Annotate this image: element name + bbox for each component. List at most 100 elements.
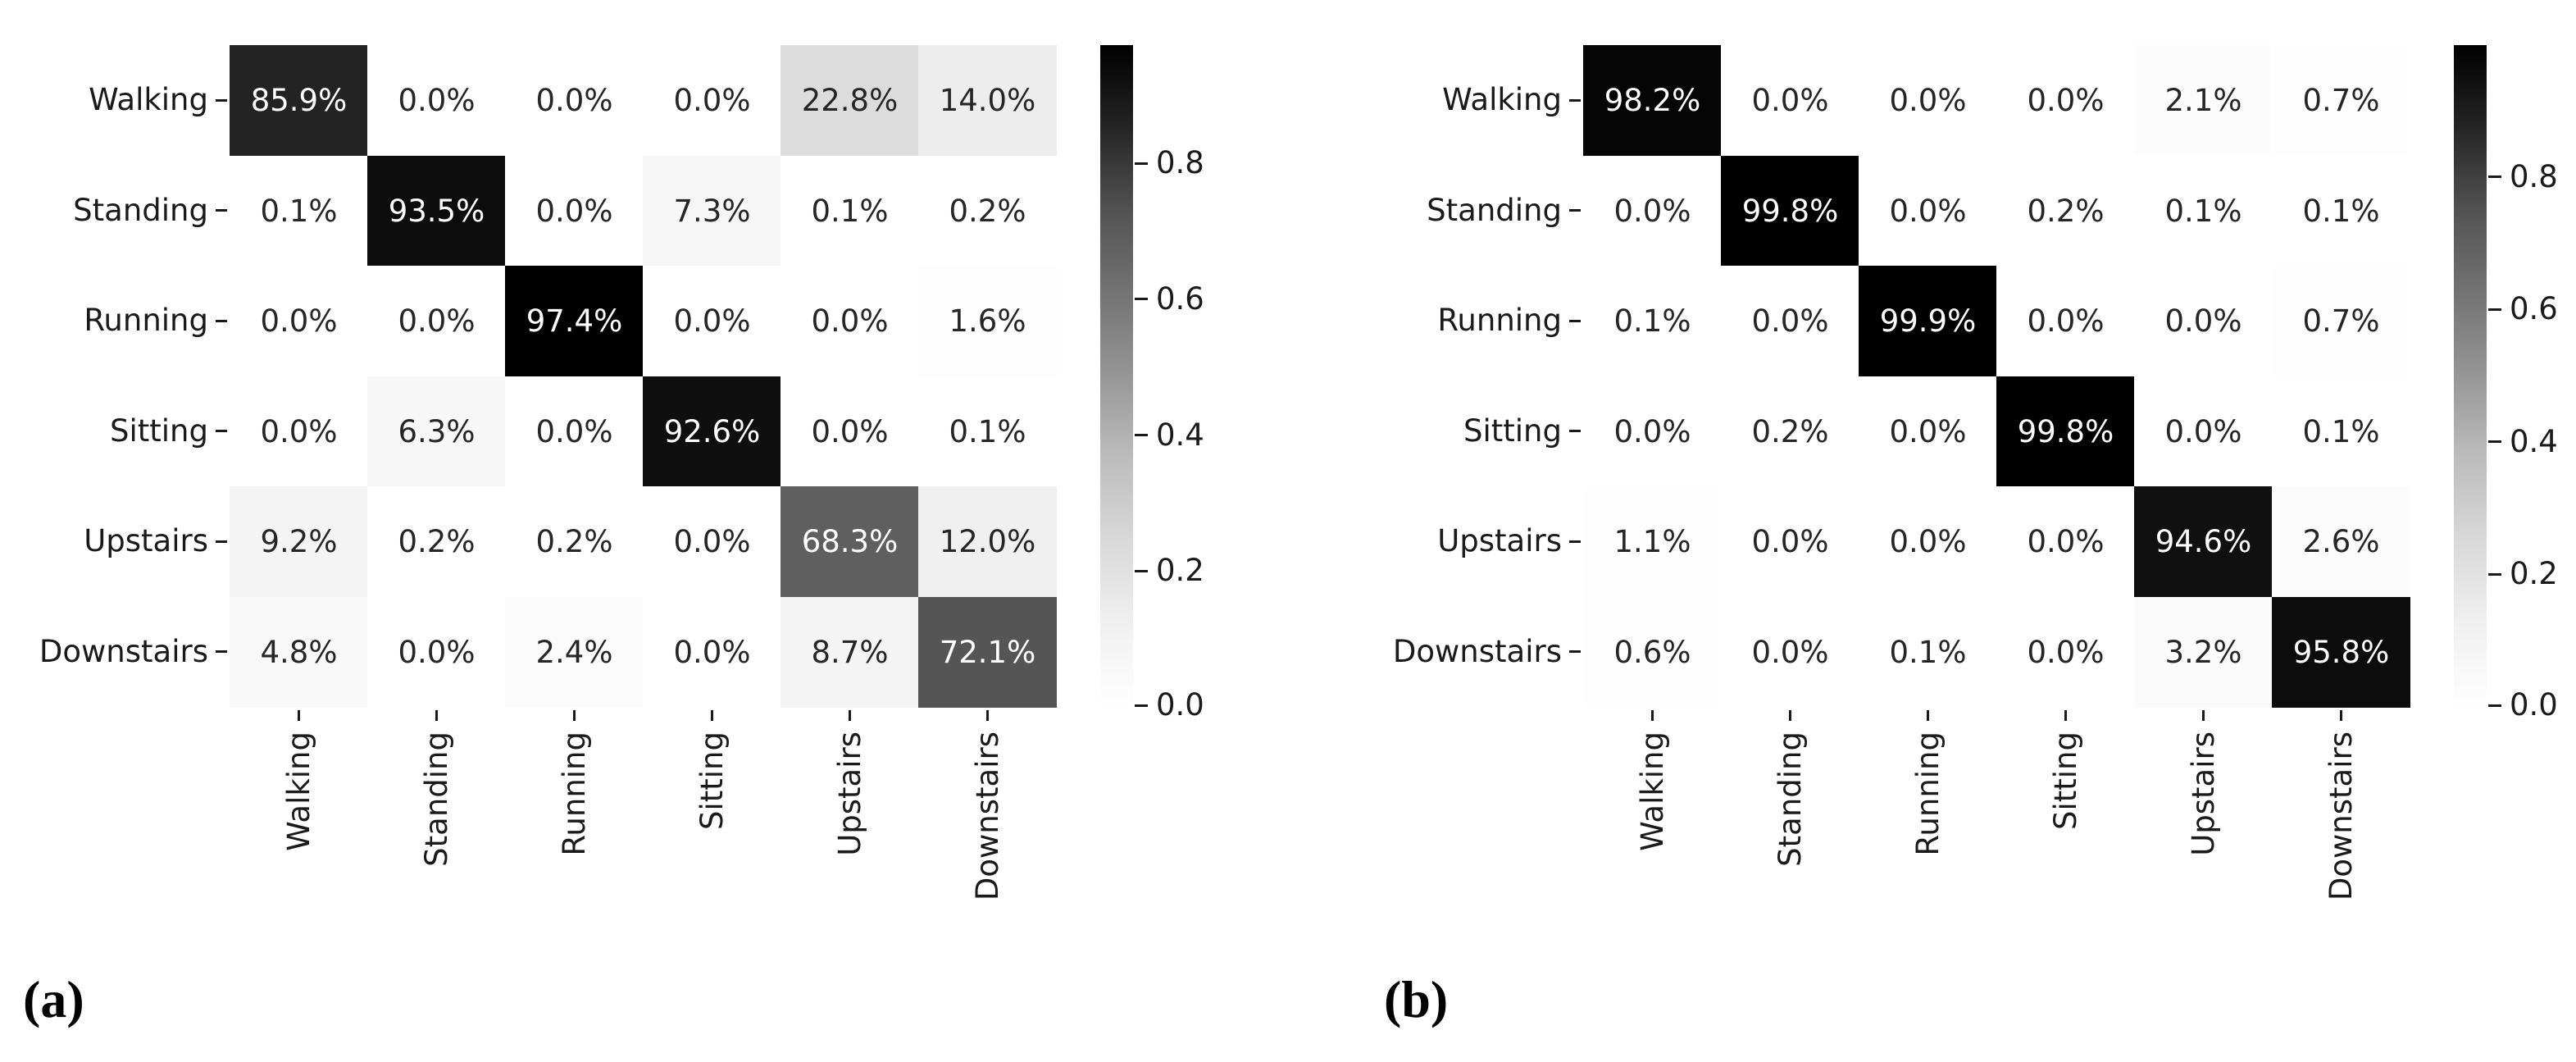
heatmap-cell: 1.6% [918,266,1057,377]
heatmap-cell: 0.0% [1996,596,2135,708]
x-tick-label: Upstairs [2185,732,2221,856]
colorbar [1100,45,1133,707]
y-tick-mark [216,319,227,322]
heatmap-cell: 0.1% [1859,596,1997,708]
heatmap-cell: 93.5% [367,155,506,267]
heatmap-cell: 0.6% [1583,596,1722,708]
heatmap-cell: 99.8% [1721,155,1859,267]
colorbar-tick-mark [1135,298,1148,301]
y-tick-label: Standing [73,192,208,228]
heatmap-cell: 0.1% [781,155,919,267]
panel-label-a: (a) [23,970,84,1028]
heatmap-cell: 95.8% [2272,596,2410,708]
heatmap-cell: 99.8% [1996,376,2135,487]
x-tick-label: Standing [1772,732,1808,867]
heatmap-cell: 0.7% [2272,266,2410,377]
y-tick-mark [216,430,227,433]
heatmap-cell: 0.0% [781,376,919,487]
heatmap-cell: 9.2% [230,486,368,598]
heatmap-cell: 0.1% [230,155,368,267]
x-tick-label: Walking [1634,732,1670,851]
heatmap-cell: 2.4% [505,596,644,708]
colorbar [2454,45,2487,707]
heatmap-cell: 0.0% [643,596,781,708]
x-tick-mark [1650,710,1654,721]
heatmap-cell: 0.0% [781,266,919,377]
heatmap-cell: 0.1% [1583,266,1722,377]
heatmap-cell: 7.3% [643,155,781,267]
x-tick-mark [848,710,851,721]
heatmap-cell: 92.6% [643,376,781,487]
y-tick-label: Walking [1442,82,1562,118]
colorbar-tick-label: 0.8 [2510,158,2558,194]
colorbar-tick-label: 0.4 [2510,423,2558,459]
colorbar-tick-mark [1135,569,1148,572]
heatmap-cell: 0.2% [918,155,1057,267]
colorbar-tick-label: 0.2 [2510,556,2558,592]
heatmap-cell: 0.1% [2134,155,2273,267]
y-tick-label: Running [1437,303,1562,339]
y-tick-label: Upstairs [1437,523,1562,559]
heatmap-cell: 0.0% [1583,155,1722,267]
colorbar-tick-label: 0.6 [1156,280,1204,317]
heatmap-cell: 0.0% [643,486,781,598]
colorbar-tick-mark [2488,440,2501,444]
heatmap-cell: 0.0% [367,596,506,708]
y-tick-label: Standing [1427,192,1562,228]
colorbar-tick-label: 0.0 [2510,687,2558,722]
y-tick-mark [216,98,227,102]
x-tick-mark [710,710,713,721]
x-tick-label: Running [1909,732,1946,856]
y-tick-mark [216,540,227,543]
heatmap-cell: 0.0% [1859,155,1997,267]
heatmap-cell: 0.0% [230,266,368,377]
x-tick-label: Sitting [2047,732,2083,830]
y-tick-mark [1569,650,1581,654]
y-tick-label: Sitting [110,412,208,449]
heatmap-cell: 0.0% [2134,376,2273,487]
heatmap-cell: 99.9% [1859,266,1997,377]
heatmap-cell: 0.2% [367,486,506,598]
heatmap-cell: 72.1% [918,596,1057,708]
x-tick-mark [2201,710,2205,721]
heatmap-cell: 0.2% [1996,155,2135,267]
heatmap-cell: 0.2% [505,486,644,598]
y-tick-mark [216,650,227,654]
heatmap-cell: 0.0% [1996,486,2135,598]
heatmap-cell: 0.0% [643,45,781,157]
heatmap-cell: 0.0% [505,155,644,267]
heatmap-cell: 0.7% [2272,45,2410,157]
heatmap-cell: 0.0% [1859,486,1997,598]
x-tick-label: Downstairs [2323,732,2359,901]
panel-label-b: (b) [1384,970,1449,1028]
heatmap-cell: 2.1% [2134,45,2273,157]
y-tick-mark [216,209,227,212]
heatmap-cell: 14.0% [918,45,1057,157]
x-tick-mark [297,710,300,721]
x-tick-mark [2339,710,2342,721]
heatmap-cell: 98.2% [1583,45,1722,157]
heatmap-cell: 97.4% [505,266,644,377]
y-tick-label: Sitting [1463,412,1562,449]
colorbar-tick-mark [1135,704,1148,707]
heatmap-cell: 0.0% [643,266,781,377]
x-tick-mark [435,710,438,721]
heatmap-cell: 0.0% [1721,45,1859,157]
heatmap-cell: 6.3% [367,376,506,487]
colorbar-tick-label: 0.2 [1156,553,1204,589]
heatmap-cell: 4.8% [230,596,368,708]
y-tick-label: Walking [89,82,208,118]
heatmap-cell: 0.0% [505,45,644,157]
heatmap-cell: 0.0% [1721,486,1859,598]
y-tick-label: Running [84,303,208,339]
colorbar-tick-mark [2488,572,2501,576]
heatmap-cell: 0.1% [918,376,1057,487]
heatmap-cell: 0.0% [1859,45,1997,157]
y-tick-label: Downstairs [1392,633,1562,669]
heatmap-cell: 0.0% [367,266,506,377]
x-tick-mark [985,710,989,721]
heatmap-cell: 0.0% [1996,266,2135,377]
colorbar-tick-label: 0.4 [1156,417,1204,453]
